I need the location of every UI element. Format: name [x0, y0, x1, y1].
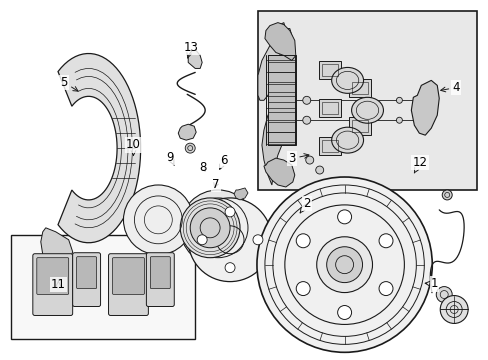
Circle shape: [315, 166, 323, 174]
Text: 11: 11: [51, 278, 66, 291]
Circle shape: [439, 296, 467, 323]
Bar: [267, 55, 295, 145]
Bar: [348, 117, 370, 135]
Text: 10: 10: [126, 138, 141, 156]
Bar: [318, 99, 340, 117]
FancyBboxPatch shape: [33, 254, 73, 315]
Circle shape: [441, 190, 451, 200]
Circle shape: [256, 177, 431, 352]
Text: 9: 9: [166, 151, 174, 166]
Polygon shape: [262, 95, 294, 185]
Circle shape: [435, 287, 451, 302]
FancyBboxPatch shape: [73, 253, 101, 306]
Polygon shape: [234, 188, 247, 200]
Circle shape: [305, 156, 313, 164]
Circle shape: [188, 198, 271, 282]
Text: 1: 1: [424, 278, 437, 291]
Bar: [321, 140, 337, 152]
Bar: [318, 62, 340, 80]
Bar: [318, 137, 340, 155]
Bar: [321, 64, 337, 76]
Polygon shape: [264, 23, 295, 60]
Text: 13: 13: [183, 41, 198, 58]
Circle shape: [296, 282, 309, 296]
Circle shape: [224, 207, 235, 217]
Circle shape: [296, 234, 309, 248]
Circle shape: [396, 97, 402, 103]
Polygon shape: [264, 158, 294, 187]
Circle shape: [123, 185, 193, 255]
Bar: [351, 82, 367, 94]
Circle shape: [197, 235, 207, 245]
Circle shape: [180, 198, 240, 258]
Bar: [11, 235, 195, 339]
Polygon shape: [178, 124, 196, 140]
Ellipse shape: [351, 97, 383, 123]
Circle shape: [302, 96, 310, 104]
Circle shape: [252, 235, 263, 245]
Ellipse shape: [331, 127, 363, 153]
Polygon shape: [41, 228, 73, 270]
Text: 12: 12: [411, 156, 427, 173]
Text: 5: 5: [61, 76, 78, 91]
Text: 4: 4: [440, 81, 459, 94]
Circle shape: [316, 237, 372, 293]
Polygon shape: [58, 54, 141, 243]
Text: 3: 3: [288, 152, 308, 165]
Text: 8: 8: [199, 161, 206, 174]
Polygon shape: [188, 50, 202, 68]
Bar: [351, 120, 367, 132]
Polygon shape: [258, 23, 291, 100]
FancyBboxPatch shape: [77, 257, 96, 289]
Circle shape: [224, 263, 235, 273]
Text: 6: 6: [219, 154, 227, 169]
Circle shape: [302, 116, 310, 124]
Circle shape: [396, 117, 402, 123]
Circle shape: [337, 306, 351, 319]
Circle shape: [326, 247, 362, 283]
FancyBboxPatch shape: [146, 253, 174, 306]
FancyBboxPatch shape: [150, 257, 170, 289]
Circle shape: [190, 208, 229, 248]
Bar: [258, 11, 476, 190]
Polygon shape: [410, 80, 438, 135]
Ellipse shape: [331, 67, 363, 93]
FancyBboxPatch shape: [37, 258, 68, 294]
Text: 7: 7: [212, 178, 219, 191]
Circle shape: [180, 190, 255, 266]
FancyBboxPatch shape: [108, 254, 148, 315]
Circle shape: [185, 143, 195, 153]
Bar: [348, 80, 370, 97]
Circle shape: [337, 210, 351, 224]
Circle shape: [378, 282, 392, 296]
Bar: [321, 102, 337, 114]
Text: 2: 2: [300, 197, 310, 213]
Circle shape: [378, 234, 392, 248]
FancyBboxPatch shape: [112, 258, 144, 294]
